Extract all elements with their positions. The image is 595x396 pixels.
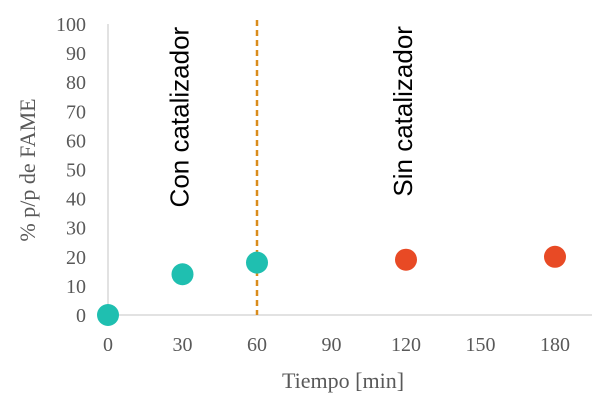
y-tick-label: 90 [66, 43, 86, 65]
data-point [395, 248, 417, 271]
axes [107, 24, 592, 316]
data-point [544, 245, 566, 268]
y-tick-label: 80 [66, 72, 86, 94]
x-tick-label: 0 [103, 334, 113, 356]
data-point [97, 304, 119, 326]
x-axis-title: Tiempo [min] [282, 368, 404, 393]
y-tick-label: 40 [66, 189, 86, 211]
y-tick-label: 0 [76, 305, 86, 327]
x-tick-label: 90 [322, 334, 342, 356]
y-tick-label: 50 [66, 160, 86, 182]
y-tick-label: 30 [66, 218, 86, 240]
y-axis-title: % p/p de FAME [15, 98, 40, 241]
annotation-label: Sin catalizador [388, 26, 418, 197]
x-tick-labels: 0 30 60 90 120 150 180 [103, 334, 570, 356]
x-tick-label: 150 [466, 334, 496, 356]
y-tick-label: 10 [66, 276, 86, 298]
y-tick-label: 60 [66, 130, 86, 152]
x-tick-label: 30 [173, 334, 193, 356]
x-tick-label: 120 [391, 334, 421, 356]
y-tick-label: 70 [66, 101, 86, 123]
y-tick-label: 20 [66, 247, 86, 269]
x-tick-label: 180 [540, 334, 570, 356]
data-point [246, 251, 268, 274]
data-point [171, 263, 194, 286]
annotations: Con catalizador Sin catalizador [165, 26, 419, 208]
data-points [97, 245, 566, 326]
x-tick-label: 60 [247, 334, 267, 356]
y-tick-label: 100 [56, 14, 86, 36]
annotation-label: Con catalizador [165, 26, 195, 207]
y-tick-labels: 0 10 20 30 40 50 60 70 80 90 100 [56, 14, 86, 327]
